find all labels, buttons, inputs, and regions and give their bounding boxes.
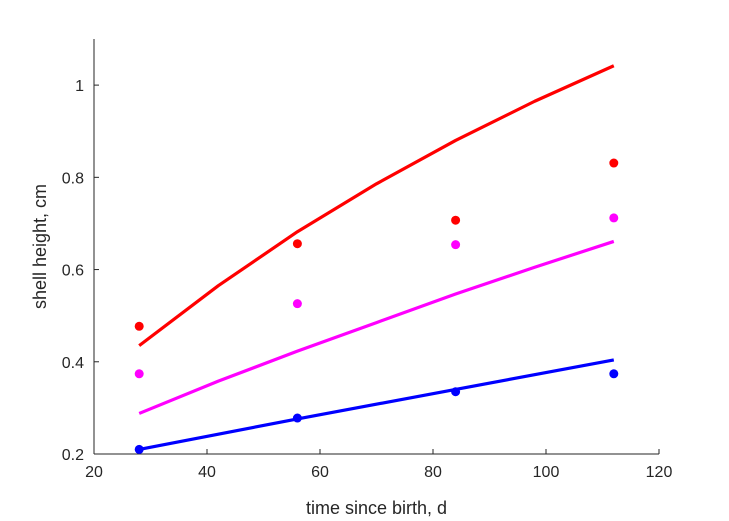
y-tick-label: 0.8 bbox=[62, 170, 84, 187]
series-3-fit-line bbox=[138, 358, 615, 451]
series-3-data-point bbox=[451, 387, 461, 397]
series-3-data-point bbox=[292, 413, 302, 423]
y-tick-label: 1 bbox=[75, 78, 84, 95]
series-2 bbox=[134, 213, 619, 415]
y-axis-label: shell height, cm bbox=[30, 184, 50, 309]
series-2-data-point bbox=[292, 299, 302, 309]
series-2-data-point bbox=[451, 240, 461, 250]
series-1-data-point bbox=[451, 215, 461, 225]
series-2-data-point bbox=[609, 213, 619, 223]
series-2-fit-line bbox=[138, 239, 615, 415]
series-3 bbox=[134, 358, 619, 454]
series-3-data-point bbox=[609, 369, 619, 379]
series-1-data-point bbox=[134, 321, 144, 331]
x-tick-label: 100 bbox=[533, 464, 560, 481]
x-tick-label: 120 bbox=[646, 464, 673, 481]
x-tick-label: 80 bbox=[424, 464, 442, 481]
series-layer bbox=[134, 64, 619, 454]
series-3-data-point bbox=[134, 444, 144, 454]
series-1 bbox=[134, 64, 619, 347]
y-tick-label: 0.2 bbox=[62, 447, 84, 464]
x-axis-label: time since birth, d bbox=[306, 498, 447, 518]
series-2-data-point bbox=[134, 369, 144, 379]
series-1-data-point bbox=[292, 239, 302, 249]
x-tick-label: 60 bbox=[311, 464, 329, 481]
x-tick-label: 20 bbox=[85, 464, 103, 481]
x-tick-label: 40 bbox=[198, 464, 216, 481]
axes bbox=[93, 39, 659, 455]
y-tick-label: 0.6 bbox=[62, 263, 84, 280]
series-1-data-point bbox=[609, 158, 619, 168]
x-ticks: 20 40 60 80 100 120 bbox=[85, 449, 672, 481]
y-ticks: 0.2 0.4 0.6 0.8 1 bbox=[62, 78, 99, 464]
y-tick-label: 0.4 bbox=[62, 355, 84, 372]
series-1-fit-line bbox=[138, 64, 615, 347]
